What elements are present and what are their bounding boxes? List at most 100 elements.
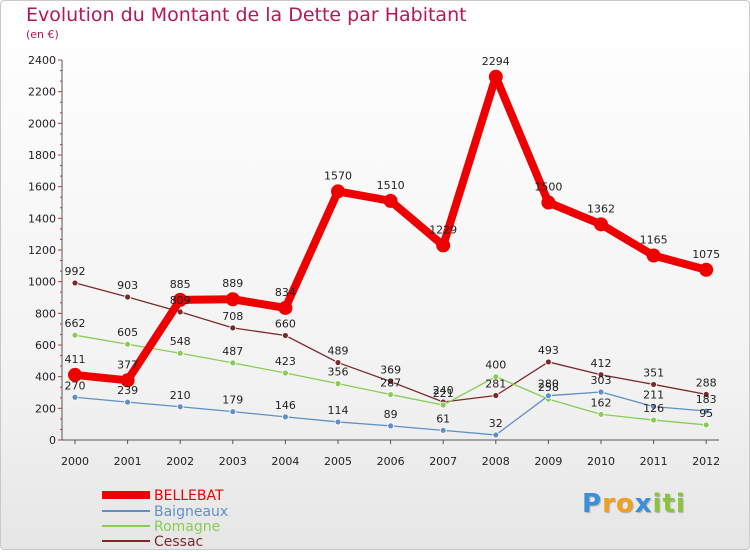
data-label-romagne: 548 (170, 335, 191, 348)
data-label-bellebat: 885 (170, 278, 191, 291)
data-label-romagne: 356 (328, 366, 349, 379)
data-label-bellebat: 1229 (429, 223, 457, 236)
data-label-cessac: 281 (485, 378, 506, 391)
data-label-romagne: 423 (275, 355, 296, 368)
data-label-cessac: 493 (538, 344, 559, 357)
data-point-baigneaux (176, 403, 184, 411)
x-tick-label: 2005 (324, 455, 352, 468)
y-tick-label: 200 (35, 402, 56, 415)
x-tick-label: 2006 (377, 455, 405, 468)
data-point-baigneaux (650, 403, 657, 410)
data-label-baigneaux: 114 (328, 404, 349, 417)
data-point-bellebat (120, 373, 135, 388)
data-point-cessac (71, 279, 79, 287)
data-label-baigneaux: 183 (696, 393, 717, 406)
data-label-romagne: 487 (222, 345, 243, 358)
data-point-baigneaux (702, 407, 710, 415)
data-point-baigneaux (545, 392, 552, 400)
data-point-cessac (334, 359, 342, 366)
y-tick-label: 2400 (28, 54, 56, 67)
data-label-romagne: 221 (433, 387, 454, 400)
data-point-bellebat (383, 193, 398, 208)
data-point-romagne (281, 369, 289, 377)
data-label-cessac: 351 (643, 366, 664, 379)
data-point-romagne (597, 410, 605, 418)
chart-title: Evolution du Montant de la Dette par Hab… (26, 4, 467, 26)
data-point-baigneaux (492, 431, 500, 439)
data-point-romagne (439, 401, 447, 409)
data-label-cessac: 660 (275, 318, 296, 331)
data-label-bellebat: 1075 (692, 248, 720, 261)
y-tick-label: 600 (35, 339, 56, 352)
x-tick-label: 2000 (61, 455, 89, 468)
data-label-bellebat: 1362 (587, 202, 615, 215)
data-point-baigneaux (387, 422, 395, 430)
data-label-baigneaux: 270 (65, 379, 86, 392)
legend-label: Cessac (154, 534, 204, 550)
data-point-romagne (124, 340, 131, 348)
data-point-bellebat (436, 238, 451, 253)
data-point-bellebat (173, 292, 188, 307)
y-tick-label: 1200 (28, 244, 56, 257)
data-label-bellebat: 377 (117, 358, 138, 371)
data-label-baigneaux: 61 (436, 412, 450, 425)
data-point-cessac (229, 324, 237, 332)
data-label-bellebat: 1500 (534, 181, 562, 194)
data-label-romagne: 258 (538, 381, 559, 394)
data-label-bellebat: 834 (275, 286, 296, 299)
data-point-romagne (176, 349, 184, 357)
data-point-baigneaux (229, 408, 237, 416)
data-label-cessac: 809 (170, 294, 191, 307)
data-label-baigneaux: 146 (275, 399, 296, 412)
data-label-bellebat: 411 (65, 353, 86, 366)
chart-subtitle: (en €) (26, 28, 59, 41)
data-label-bellebat: 1510 (377, 179, 405, 192)
data-label-romagne: 400 (485, 359, 506, 372)
data-label-cessac: 412 (591, 357, 612, 370)
data-point-cessac (650, 381, 657, 388)
x-tick-label: 2003 (219, 455, 247, 468)
data-point-romagne (334, 380, 342, 388)
data-point-romagne (229, 359, 237, 367)
data-point-bellebat (594, 217, 608, 232)
data-point-bellebat (278, 300, 293, 315)
data-point-cessac (702, 390, 710, 398)
data-point-bellebat (68, 367, 82, 382)
x-tick-label: 2007 (429, 455, 457, 468)
data-point-bellebat (331, 184, 345, 199)
data-label-cessac: 288 (696, 376, 717, 389)
data-point-romagne (650, 416, 657, 424)
x-tick-label: 2002 (166, 455, 194, 468)
series-romagne (71, 331, 710, 429)
y-tick-label: 0 (49, 434, 56, 447)
data-point-bellebat (541, 195, 556, 210)
data-point-baigneaux (281, 413, 289, 421)
legend-swatch (102, 491, 150, 499)
data-point-cessac (492, 392, 500, 399)
y-tick-label: 800 (35, 307, 56, 320)
data-label-cessac: 903 (117, 279, 138, 292)
x-tick-label: 2010 (587, 455, 615, 468)
x-tick-label: 2012 (692, 455, 720, 468)
data-label-baigneaux: 89 (384, 408, 398, 421)
series-cessac (71, 279, 710, 406)
data-label-romagne: 126 (643, 402, 664, 415)
data-label-cessac: 489 (328, 345, 349, 358)
y-tick-label: 1400 (28, 212, 56, 225)
data-label-baigneaux: 211 (643, 389, 664, 402)
data-point-cessac (597, 371, 605, 379)
data-point-cessac (124, 293, 131, 301)
data-label-romagne: 95 (699, 407, 713, 420)
data-point-romagne (702, 421, 710, 429)
y-tick-label: 1800 (28, 149, 56, 162)
data-label-bellebat: 1570 (324, 169, 352, 182)
y-tick-label: 1000 (28, 276, 56, 289)
legend-swatch (102, 525, 150, 527)
data-label-cessac: 708 (222, 310, 243, 323)
data-label-baigneaux: 239 (117, 384, 138, 397)
y-tick-label: 2200 (28, 86, 56, 99)
data-label-bellebat: 1165 (640, 234, 668, 247)
data-label-romagne: 287 (380, 377, 401, 390)
data-point-baigneaux (71, 393, 79, 401)
data-point-baigneaux (334, 418, 342, 426)
